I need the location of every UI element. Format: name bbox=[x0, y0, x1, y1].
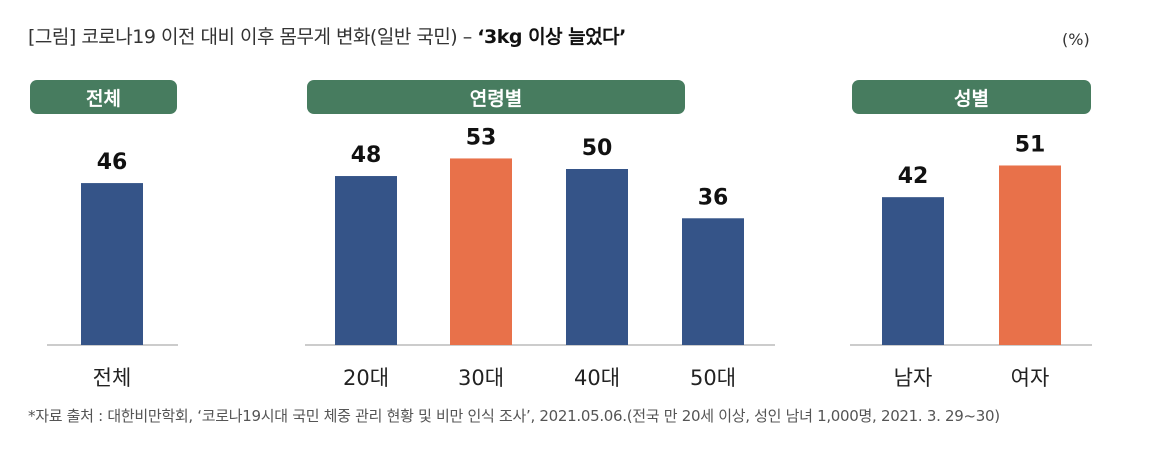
category-label-20대: 20대 bbox=[343, 366, 389, 390]
group-header-age: 연령별 bbox=[307, 80, 685, 114]
bar-전체 bbox=[81, 183, 143, 345]
category-label-30대: 30대 bbox=[458, 366, 504, 390]
group-header-total: 전체 bbox=[30, 80, 177, 114]
value-label-여자: 51 bbox=[1015, 132, 1046, 157]
value-label-전체: 46 bbox=[97, 150, 128, 175]
value-label-남자: 42 bbox=[898, 164, 929, 189]
value-label-30대: 53 bbox=[466, 125, 497, 150]
bar-남자 bbox=[882, 197, 944, 345]
category-label-남자: 남자 bbox=[894, 366, 933, 390]
value-label-40대: 50 bbox=[582, 136, 613, 161]
title-prefix: [그림] 코로나19 이전 대비 이후 몸무게 변화(일반 국민) – bbox=[28, 26, 478, 48]
category-label-여자: 여자 bbox=[1011, 366, 1050, 390]
group-header-gender: 성별 bbox=[852, 80, 1091, 114]
bar-여자 bbox=[999, 165, 1061, 345]
bar-40대 bbox=[566, 169, 628, 345]
title-highlight: ‘3kg 이상 늘었다’ bbox=[477, 26, 626, 48]
category-label-50대: 50대 bbox=[690, 366, 736, 390]
bar-50대 bbox=[682, 218, 744, 345]
bar-20대 bbox=[335, 176, 397, 345]
source-footnote: *자료 출처 : 대한비만학회, ‘코로나19시대 국민 체중 관리 현황 및 … bbox=[28, 407, 1000, 425]
bar-30대 bbox=[450, 158, 512, 345]
value-label-20대: 48 bbox=[351, 143, 382, 168]
category-label-40대: 40대 bbox=[574, 366, 620, 390]
value-label-50대: 36 bbox=[698, 185, 729, 210]
unit-label: (%) bbox=[1062, 30, 1090, 49]
category-label-전체: 전체 bbox=[93, 366, 132, 390]
chart-title: [그림] 코로나19 이전 대비 이후 몸무게 변화(일반 국민) – ‘3kg… bbox=[28, 22, 626, 49]
